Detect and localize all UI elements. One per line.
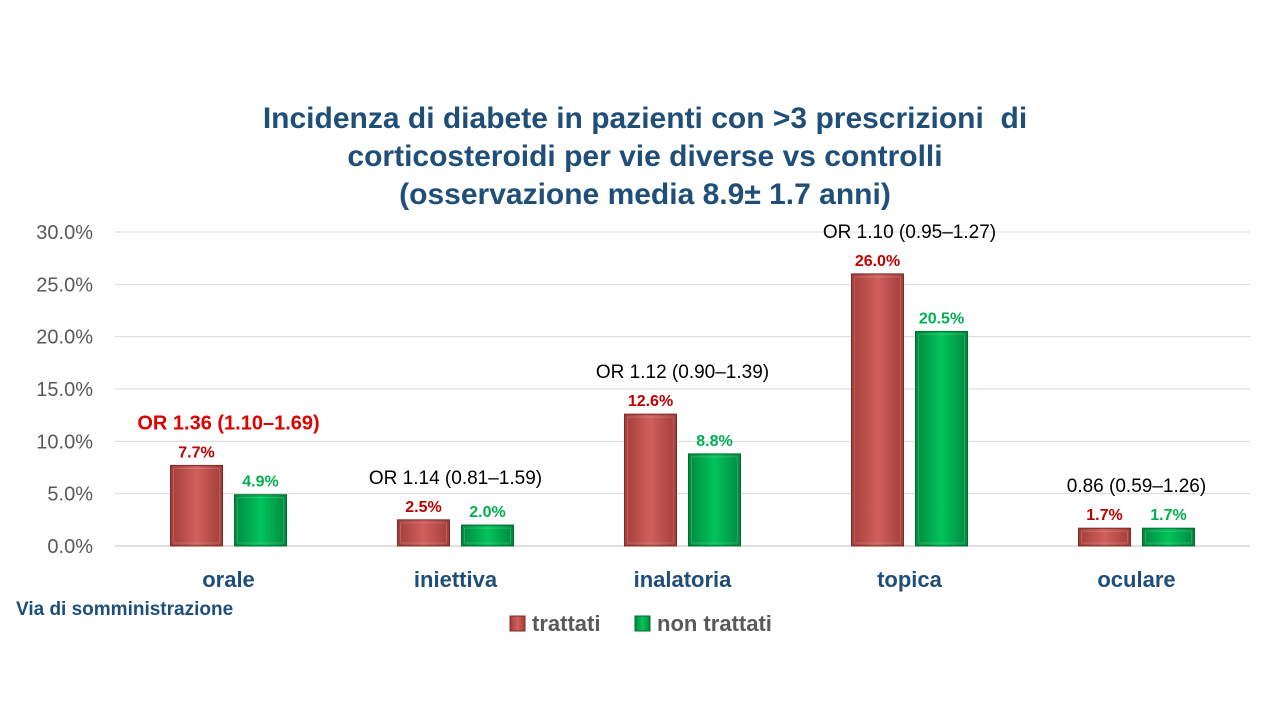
- odds-ratio-annotation: OR 1.12 (0.90–1.39): [596, 362, 769, 383]
- x-category-label: oculare: [1097, 567, 1175, 592]
- y-tick-label: 30.0%: [36, 222, 93, 244]
- bar-bevel: [464, 527, 511, 544]
- chart-title-line-3: (osservazione media 8.9± 1.7 anni): [399, 178, 891, 211]
- x-category-label: orale: [202, 567, 255, 592]
- bar-bevel: [854, 276, 901, 544]
- bar-trattati-orale: [170, 464, 223, 547]
- y-tick-label: 15.0%: [36, 379, 93, 401]
- data-label: 2.0%: [469, 504, 505, 521]
- data-label: 12.6%: [628, 393, 673, 410]
- legend-swatch: [634, 615, 651, 632]
- odds-ratio-annotation: 0.86 (0.59–1.26): [1067, 476, 1206, 497]
- x-category-label: iniettiva: [414, 567, 498, 592]
- data-label: 8.8%: [696, 433, 732, 450]
- data-label: 20.5%: [919, 310, 964, 327]
- legend-swatch: [509, 615, 526, 632]
- data-label: 4.9%: [242, 474, 278, 491]
- legend-label: trattati: [532, 611, 600, 636]
- chart-title-line-1: Incidenza di diabete in pazienti con >3 …: [262, 102, 1028, 135]
- bar-bevel: [1081, 530, 1128, 544]
- bar-bevel: [1145, 530, 1192, 544]
- chart-title: Incidenza di diabete in pazienti con >3 …: [0, 100, 1280, 214]
- data-label: 26.0%: [855, 253, 900, 270]
- bar-non-trattati-topica: [915, 330, 968, 547]
- data-label: 7.7%: [178, 444, 214, 461]
- legend-label: non trattati: [657, 611, 772, 636]
- bar-bevel: [173, 467, 220, 544]
- odds-ratio-annotation: OR 1.14 (0.81–1.59): [369, 468, 542, 489]
- bar-trattati-oculare: [1078, 527, 1131, 547]
- bar-trattati-iniettiva: [397, 519, 450, 547]
- y-tick-label: 0.0%: [47, 536, 93, 558]
- odds-ratio-annotation: OR 1.36 (1.10–1.69): [137, 412, 319, 434]
- data-label: 1.7%: [1150, 507, 1186, 524]
- bar-bevel: [237, 497, 284, 544]
- x-category-label: inalatoria: [634, 567, 733, 592]
- bar-bevel: [627, 416, 674, 544]
- bar-trattati-topica: [851, 273, 904, 547]
- y-tick-label: 20.0%: [36, 327, 93, 349]
- odds-ratio-annotation: OR 1.10 (0.95–1.27): [823, 222, 996, 243]
- bar-non-trattati-inalatoria: [688, 453, 741, 547]
- bar-non-trattati-orale: [234, 494, 287, 547]
- bar-bevel: [400, 522, 447, 544]
- bar-trattati-inalatoria: [624, 413, 677, 547]
- data-label: 1.7%: [1086, 507, 1122, 524]
- x-axis-title: Via di somministrazione: [16, 599, 233, 620]
- bar-bevel: [918, 333, 965, 544]
- bar-non-trattati-iniettiva: [461, 524, 514, 547]
- bar-non-trattati-oculare: [1142, 527, 1195, 547]
- y-tick-label: 25.0%: [36, 274, 93, 296]
- chart-title-line-2: corticosteroidi per vie diverse vs contr…: [347, 140, 943, 173]
- bar-bevel: [691, 456, 738, 544]
- data-label: 2.5%: [405, 499, 441, 516]
- y-tick-label: 5.0%: [47, 484, 93, 506]
- x-category-label: topica: [877, 567, 943, 592]
- y-tick-label: 10.0%: [36, 431, 93, 453]
